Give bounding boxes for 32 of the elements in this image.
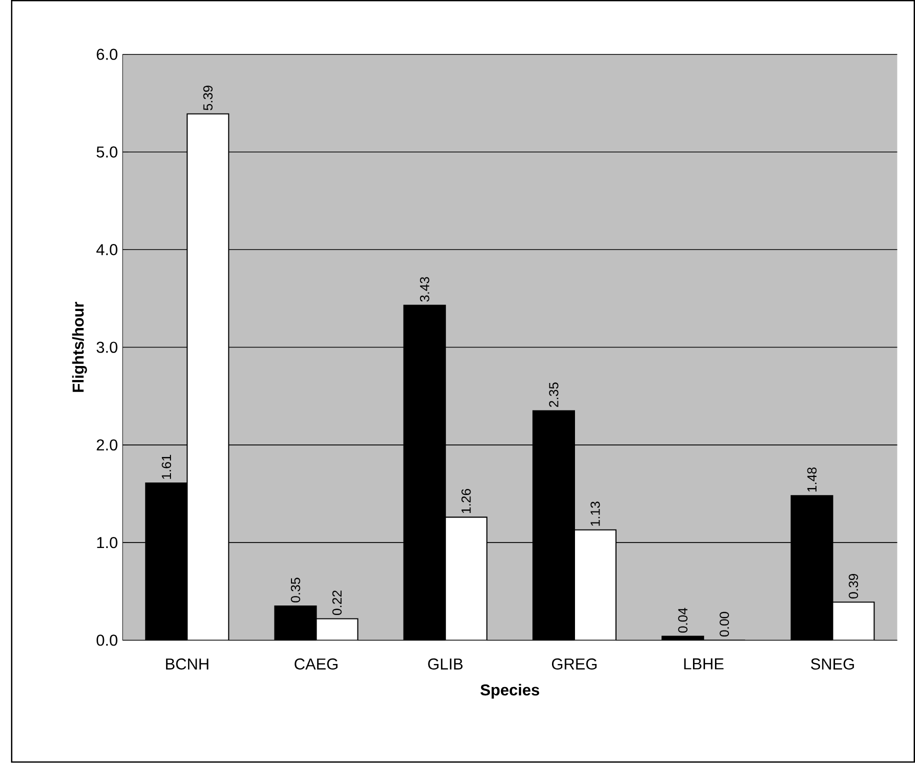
data-label: 1.48 [807,468,817,492]
x-tick-label: LBHE [684,658,724,670]
x-tick-label: BCNH [166,658,208,670]
data-label: 1.13 [590,502,600,526]
data-label: 0.04 [678,608,688,633]
y-tick-label: 6.0 [96,48,118,60]
data-label: 1.26 [461,489,471,514]
bar [186,114,230,640]
x-axis-title: Species [480,684,540,699]
data-label: 5.39 [203,86,213,110]
bar [832,602,875,640]
y-tick-label: 4.0 [96,244,118,256]
x-tick-label: CAEG [294,658,338,670]
x-tick-label: GLIB [428,658,463,670]
bar [316,618,358,640]
data-label: 1.61 [162,454,172,479]
y-tick-label: 2.0 [96,439,118,451]
data-label: 2.35 [549,382,558,408]
data-label: 0.22 [332,590,342,616]
y-tick-label: 5.0 [96,146,118,158]
bar [444,516,488,640]
bar [574,529,616,640]
data-label: 0.39 [848,574,858,599]
y-axis-title: Flights/hour [72,302,87,392]
y-tick-label: 0.0 [96,634,118,646]
x-tick-label: SNEG [810,658,854,670]
data-label: 0.00 [720,612,729,637]
y-tick-label: 3.0 [96,342,118,353]
data-label: 0.35 [290,578,300,602]
data-label: 3.43 [420,277,430,302]
y-tick-label: 1.0 [97,537,118,548]
x-tick-label: GREG [552,658,597,670]
